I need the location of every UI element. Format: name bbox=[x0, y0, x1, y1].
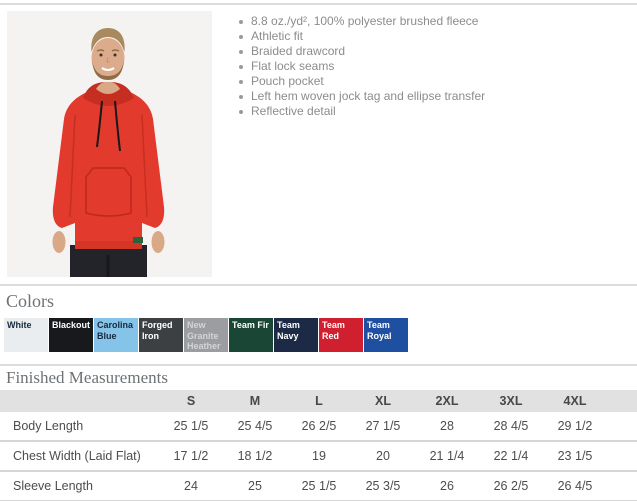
feature-list-ul: 8.8 oz./yd², 100% polyester brushed flee… bbox=[239, 14, 631, 119]
feature-item: Pouch pocket bbox=[239, 74, 631, 89]
measurement-value: 28 4/5 bbox=[493, 419, 529, 433]
measurement-value: 25 4/5 bbox=[237, 419, 273, 433]
measurement-value: 21 1/4 bbox=[429, 449, 465, 463]
feature-text: Pouch pocket bbox=[251, 74, 324, 88]
color-swatch-team-red[interactable]: Team Red bbox=[319, 318, 363, 352]
measurement-value: 29 1/2 bbox=[557, 419, 593, 433]
feature-item: Braided drawcord bbox=[239, 44, 631, 59]
measurement-value: 19 bbox=[312, 449, 326, 463]
measurement-value: 25 1/5 bbox=[301, 479, 337, 493]
bullet-icon bbox=[239, 80, 243, 84]
feature-text: Braided drawcord bbox=[251, 44, 346, 58]
feature-text: Athletic fit bbox=[251, 29, 304, 43]
feature-text: Left hem woven jock tag and ellipse tran… bbox=[251, 89, 486, 103]
size-column-header-3xl: 3XL bbox=[499, 394, 523, 408]
measurement-row-label: Chest Width (Laid Flat) bbox=[13, 449, 141, 463]
measurement-value: 26 bbox=[440, 479, 454, 493]
measurement-value: 28 bbox=[440, 419, 454, 433]
color-swatch-new-granite-heather[interactable]: New Granite Heather bbox=[184, 318, 228, 352]
bullet-icon bbox=[239, 50, 243, 54]
measurement-value: 26 4/5 bbox=[557, 479, 593, 493]
size-column-header-l: L bbox=[315, 394, 323, 408]
feature-item: 8.8 oz./yd², 100% polyester brushed flee… bbox=[239, 14, 631, 29]
size-column-header-s: S bbox=[186, 394, 196, 408]
bullet-icon bbox=[239, 35, 243, 39]
measurement-value: 23 1/5 bbox=[557, 449, 593, 463]
size-column-header-4xl: 4XL bbox=[563, 394, 587, 408]
size-column-header-2xl: 2XL bbox=[435, 394, 459, 408]
top-divider bbox=[0, 3, 637, 5]
color-swatch-team-navy[interactable]: Team Navy bbox=[274, 318, 318, 352]
jock-tag-icon bbox=[133, 237, 143, 243]
measurement-row-label: Sleeve Length bbox=[13, 479, 93, 493]
measurements-table: S M L XL 2XL 3XL 4XL Body Length 25 1/5 25 4/5 26… bbox=[0, 390, 637, 501]
feature-text: 8.8 oz./yd², 100% polyester brushed flee… bbox=[251, 14, 479, 28]
table-row: Chest Width (Laid Flat) 17 1/2 18 1/2 19 20 2… bbox=[0, 442, 637, 472]
measurement-row-label: Body Length bbox=[13, 419, 84, 433]
feature-item: Athletic fit bbox=[239, 29, 631, 44]
feature-item: Left hem woven jock tag and ellipse tran… bbox=[239, 89, 631, 104]
feature-list: 8.8 oz./yd², 100% polyester brushed flee… bbox=[239, 14, 631, 119]
measurements-section-divider bbox=[0, 364, 637, 366]
color-swatch-white[interactable]: White bbox=[4, 318, 48, 352]
feature-text: Flat lock seams bbox=[251, 59, 335, 73]
measurement-value: 22 1/4 bbox=[493, 449, 529, 463]
bullet-icon bbox=[239, 20, 243, 24]
bullet-icon bbox=[239, 110, 243, 114]
feature-item: Flat lock seams bbox=[239, 59, 631, 74]
model-in-red-hoodie-illustration bbox=[7, 11, 212, 277]
bullet-icon bbox=[239, 95, 243, 99]
measurement-value: 24 bbox=[184, 479, 198, 493]
measurement-value: 18 1/2 bbox=[237, 449, 273, 463]
measurements-table-header-row: S M L XL 2XL 3XL 4XL bbox=[0, 390, 637, 412]
measurement-value: 25 bbox=[248, 479, 262, 493]
colors-section-title: Colors bbox=[6, 291, 55, 311]
measurements-section-title: Finished Measurements bbox=[6, 368, 168, 387]
feature-item: Reflective detail bbox=[239, 104, 631, 119]
measurement-value: 25 3/5 bbox=[365, 479, 401, 493]
product-photo bbox=[7, 11, 212, 277]
color-swatch-row: White Blackout Carolina Blue Forged Iron New… bbox=[4, 318, 408, 352]
measurement-value: 26 2/5 bbox=[301, 419, 337, 433]
measurement-value: 26 2/5 bbox=[493, 479, 529, 493]
color-swatch-forged-iron[interactable]: Forged Iron bbox=[139, 318, 183, 352]
measurement-value: 25 1/5 bbox=[173, 419, 209, 433]
color-swatch-carolina-blue[interactable]: Carolina Blue bbox=[94, 318, 138, 352]
colors-section-divider bbox=[0, 284, 637, 286]
bullet-icon bbox=[239, 65, 243, 69]
color-swatch-team-royal[interactable]: Team Royal bbox=[364, 318, 408, 352]
table-row: Sleeve Length 24 25 25 1/5 25 3/5 26 26 2/5 26 … bbox=[0, 472, 637, 501]
feature-text: Reflective detail bbox=[251, 104, 336, 118]
color-swatch-blackout[interactable]: Blackout bbox=[49, 318, 93, 352]
measurement-value: 17 1/2 bbox=[173, 449, 209, 463]
color-swatch-team-fir[interactable]: Team Fir bbox=[229, 318, 273, 352]
measurement-value: 27 1/5 bbox=[365, 419, 401, 433]
size-column-header-m: M bbox=[249, 394, 261, 408]
table-row: Body Length 25 1/5 25 4/5 26 2/5 27 1/5 28 28 … bbox=[0, 412, 637, 442]
size-column-header-xl: XL bbox=[375, 394, 391, 408]
measurement-value: 20 bbox=[376, 449, 390, 463]
measurements-table-body: Body Length 25 1/5 25 4/5 26 2/5 27 1/5 28 28 … bbox=[0, 412, 637, 501]
